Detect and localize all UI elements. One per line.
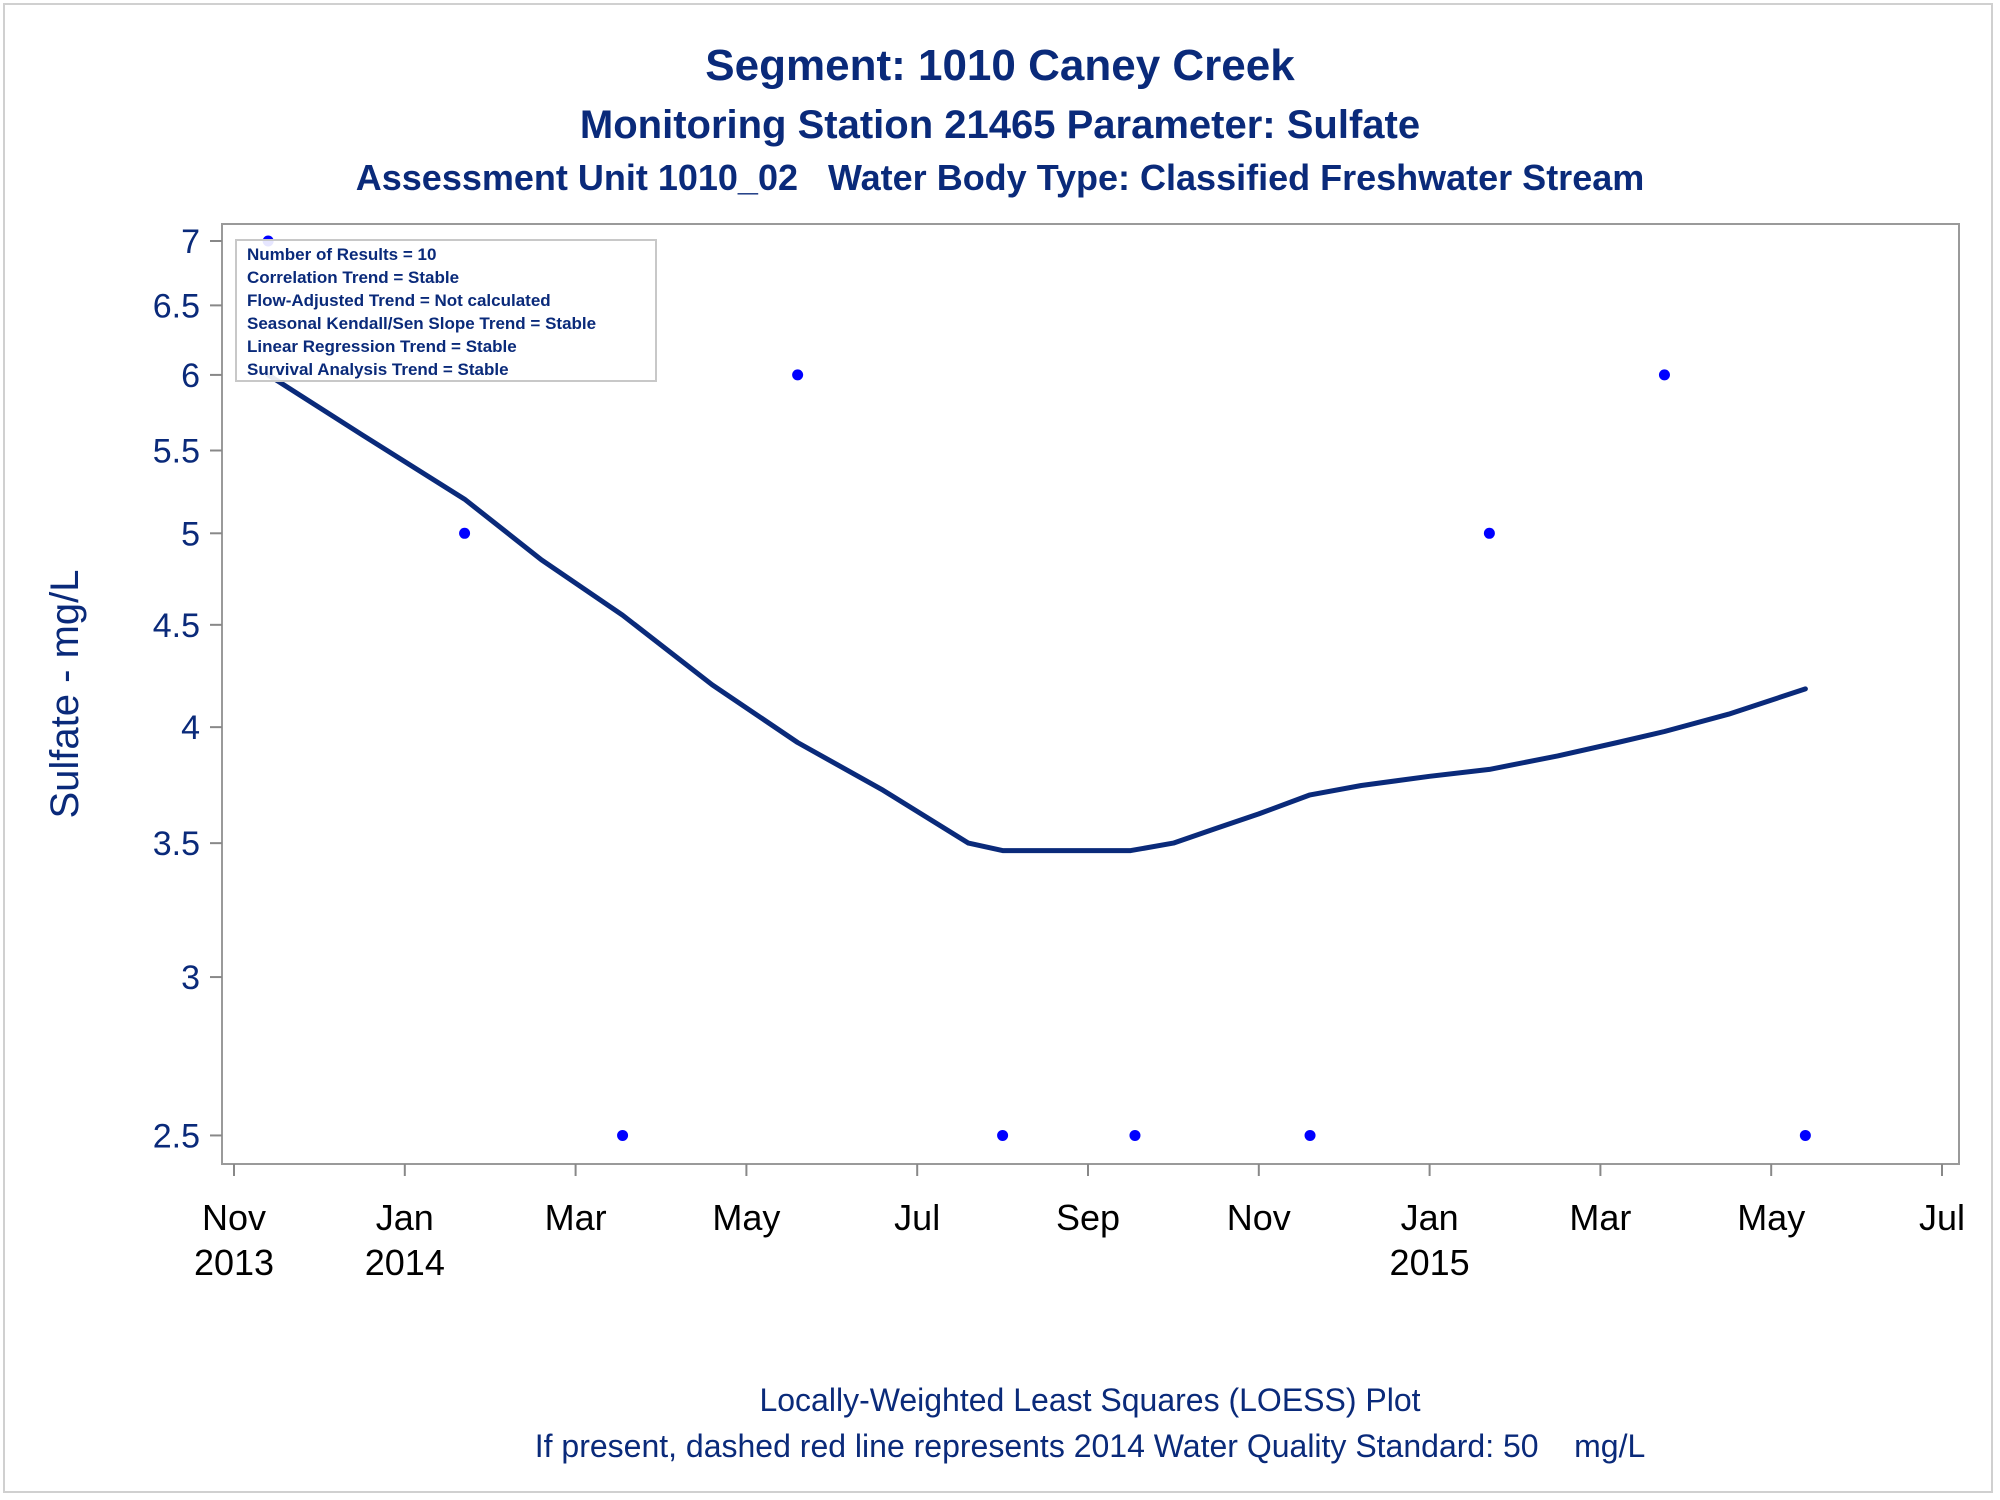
x-tick-label-month: Nov	[1227, 1197, 1291, 1238]
x-tick-label-month: Sep	[1056, 1197, 1120, 1238]
y-tick-label: 3.5	[153, 825, 200, 863]
stats-line: Survival Analysis Trend = Stable	[247, 360, 509, 379]
data-point	[792, 369, 804, 381]
observed-points	[262, 235, 1811, 1141]
stats-line: Correlation Trend = Stable	[247, 268, 459, 287]
x-tick-label-year: 2014	[365, 1242, 445, 1283]
stats-inset-box	[235, 239, 657, 382]
x-tick-label-year: 2015	[1390, 1242, 1470, 1283]
x-tick-label-month: Mar	[545, 1197, 607, 1238]
data-point	[997, 1129, 1009, 1141]
data-point	[617, 1129, 629, 1141]
data-point	[1304, 1129, 1316, 1141]
y-tick-label: 5	[181, 515, 200, 553]
chart-subtitle-2: Assessment Unit 1010_02 Water Body Type:…	[356, 157, 1645, 198]
y-tick-label: 5.5	[153, 433, 200, 471]
y-axis-label: Sulfate - mg/L	[43, 569, 87, 818]
x-tick-label-month: Jan	[1401, 1197, 1459, 1238]
y-tick-label: 2.5	[153, 1117, 200, 1155]
x-tick-label-month: May	[712, 1197, 780, 1238]
data-point	[1799, 1129, 1811, 1141]
x-tick-label-month: Jul	[1919, 1197, 1965, 1238]
y-tick-label: 7	[181, 223, 200, 261]
y-tick-label: 6	[181, 357, 200, 395]
stats-line: Flow-Adjusted Trend = Not calculated	[247, 291, 551, 310]
footnote-standard: If present, dashed red line represents 2…	[535, 1428, 1646, 1464]
x-tick-label-month: Nov	[202, 1197, 266, 1238]
stats-line: Seasonal Kendall/Sen Slope Trend = Stabl…	[247, 314, 596, 333]
y-tick-label: 4.5	[153, 607, 200, 645]
y-axis: 2.5 3 3.5 4 4.5 5 5.5 6 6.5 7	[153, 223, 222, 1155]
x-tick-label-month: Jul	[894, 1197, 940, 1238]
chart-title: Segment: 1010 Caney Creek	[705, 41, 1295, 90]
loess-series	[265, 372, 1808, 854]
data-point	[459, 527, 471, 539]
data-point	[1129, 1129, 1141, 1141]
x-tick-label-month: Mar	[1569, 1197, 1631, 1238]
stats-inset: Number of Results = 10 Correlation Trend …	[235, 239, 657, 382]
x-tick-label-month: May	[1737, 1197, 1805, 1238]
x-tick-label-month: Jan	[376, 1197, 434, 1238]
y-tick-label: 6.5	[153, 287, 200, 325]
chart-subtitle: Monitoring Station 21465 Parameter: Sulf…	[580, 103, 1420, 147]
data-point	[1483, 527, 1495, 539]
data-point	[1658, 369, 1670, 381]
y-tick-label: 4	[181, 709, 200, 747]
y-tick-label: 3	[181, 959, 200, 997]
plot-area	[221, 223, 1960, 1165]
footnote-method: Locally-Weighted Least Squares (LOESS) P…	[759, 1382, 1420, 1418]
x-tick-label-year: 2013	[194, 1242, 274, 1283]
stats-line: Linear Regression Trend = Stable	[247, 337, 517, 356]
loess-line	[265, 372, 1808, 854]
stats-line: Number of Results = 10	[247, 245, 436, 264]
